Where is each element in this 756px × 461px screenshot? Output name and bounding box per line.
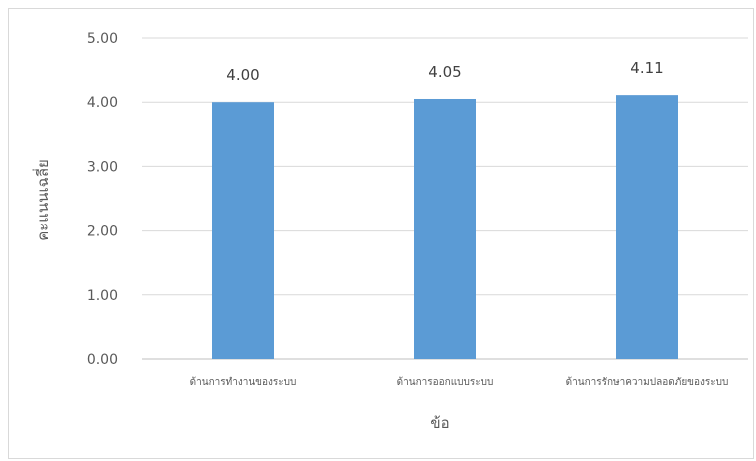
y-tick-label: 0.00	[87, 352, 118, 368]
x-axis-title: ข้อ	[430, 414, 449, 432]
x-tick-label: ด้านการทำงานของระบบ	[190, 376, 297, 388]
bar	[212, 102, 274, 359]
data-label: 4.11	[630, 59, 663, 77]
bars	[212, 95, 678, 360]
data-label: 4.05	[428, 63, 461, 81]
y-tick-labels: 0.00 1.00 2.00 3.00 4.00 5.00	[87, 31, 118, 368]
y-tick-label: 4.00	[87, 95, 118, 111]
data-label: 4.00	[226, 66, 259, 84]
y-tick-label: 1.00	[87, 288, 118, 304]
bar	[616, 95, 678, 359]
data-labels: 4.00 4.05 4.11	[226, 59, 663, 84]
x-tick-label: ด้านการรักษาความปลอดภัยของระบบ	[566, 376, 729, 388]
y-tick-label: 2.00	[87, 224, 118, 240]
y-tick-label: 3.00	[87, 159, 118, 175]
y-tick-label: 5.00	[87, 31, 118, 47]
y-axis-title: คะแนนเฉลี่ย	[32, 159, 52, 241]
x-tick-label: ด้านการออกแบบระบบ	[397, 376, 494, 388]
bar	[414, 98, 476, 360]
category-labels: ด้านการทำงานของระบบ ด้านการออกแบบระบบ ด้าน…	[190, 376, 729, 388]
